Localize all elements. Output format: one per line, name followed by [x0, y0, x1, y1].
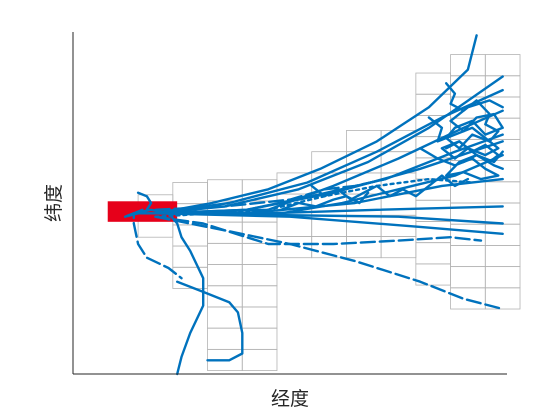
track-line — [154, 212, 504, 236]
grid-cell — [241, 242, 278, 265]
grid-cell — [241, 285, 278, 308]
track-line — [154, 88, 504, 215]
grid-cell — [450, 245, 486, 268]
grid-cell — [346, 214, 382, 237]
grid-cell — [207, 264, 243, 287]
track-line — [154, 177, 387, 212]
grid-cell — [484, 245, 521, 268]
y-axis-label: 纬度 — [43, 184, 65, 222]
track-line — [310, 174, 470, 201]
grid-cell — [207, 242, 243, 265]
track-line — [136, 191, 153, 212]
grid-cell — [241, 306, 278, 329]
track-line — [175, 280, 244, 362]
grid-cell — [415, 242, 451, 265]
track-line — [445, 140, 500, 164]
grid-cell — [172, 182, 208, 205]
grid-cell — [484, 266, 521, 289]
track-line — [123, 208, 205, 376]
track-line — [132, 208, 183, 280]
grid-cell — [450, 266, 486, 289]
track-line — [280, 191, 370, 212]
x-axis-label: 经度 — [271, 388, 309, 410]
grid-cell — [241, 327, 278, 350]
grid-cell — [450, 287, 486, 310]
grid-cell — [207, 327, 243, 350]
grid-cell — [346, 236, 382, 259]
axes — [72, 32, 507, 375]
grid-cell — [484, 181, 521, 204]
track-series — [123, 34, 504, 376]
track-line — [154, 34, 478, 215]
grid-cell — [484, 54, 521, 77]
grid-cell — [450, 223, 486, 246]
grid-cell — [241, 264, 278, 287]
grid-cell — [241, 348, 278, 371]
track-line — [154, 215, 483, 246]
